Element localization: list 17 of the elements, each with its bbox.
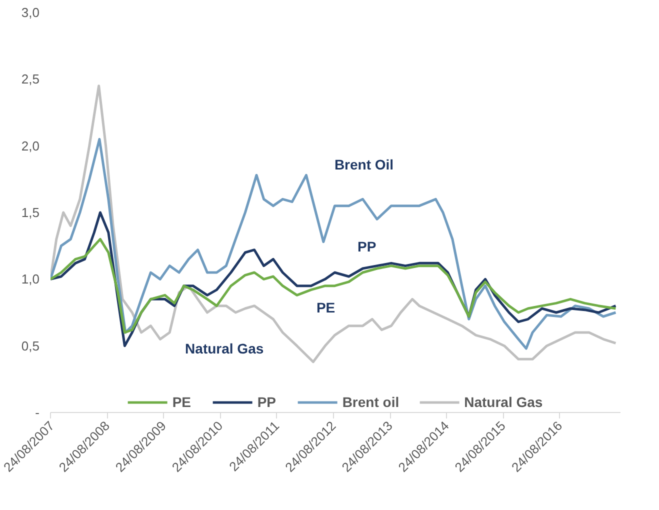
annotation: Natural Gas <box>185 340 264 356</box>
legend-label: PE <box>172 394 192 410</box>
y-tick-label: 0,5 <box>21 338 40 354</box>
y-tick-label: 2,5 <box>21 72 40 87</box>
annotation: Brent Oil <box>334 156 394 172</box>
legend-label: Brent oil <box>342 394 400 410</box>
y-tick-label: 1,5 <box>21 205 40 220</box>
y-tick-label: - <box>35 405 40 420</box>
legend-label: Natural Gas <box>464 394 543 410</box>
y-tick-label: 1,0 <box>21 272 40 287</box>
line-series <box>50 84 617 364</box>
line-series <box>50 238 617 334</box>
annotation: PP <box>358 238 376 254</box>
y-tick-label: 3,0 <box>21 5 40 20</box>
y-tick-label: 2,0 <box>21 138 40 154</box>
annotation: PE <box>316 300 336 316</box>
legend-label: PP <box>257 394 277 410</box>
